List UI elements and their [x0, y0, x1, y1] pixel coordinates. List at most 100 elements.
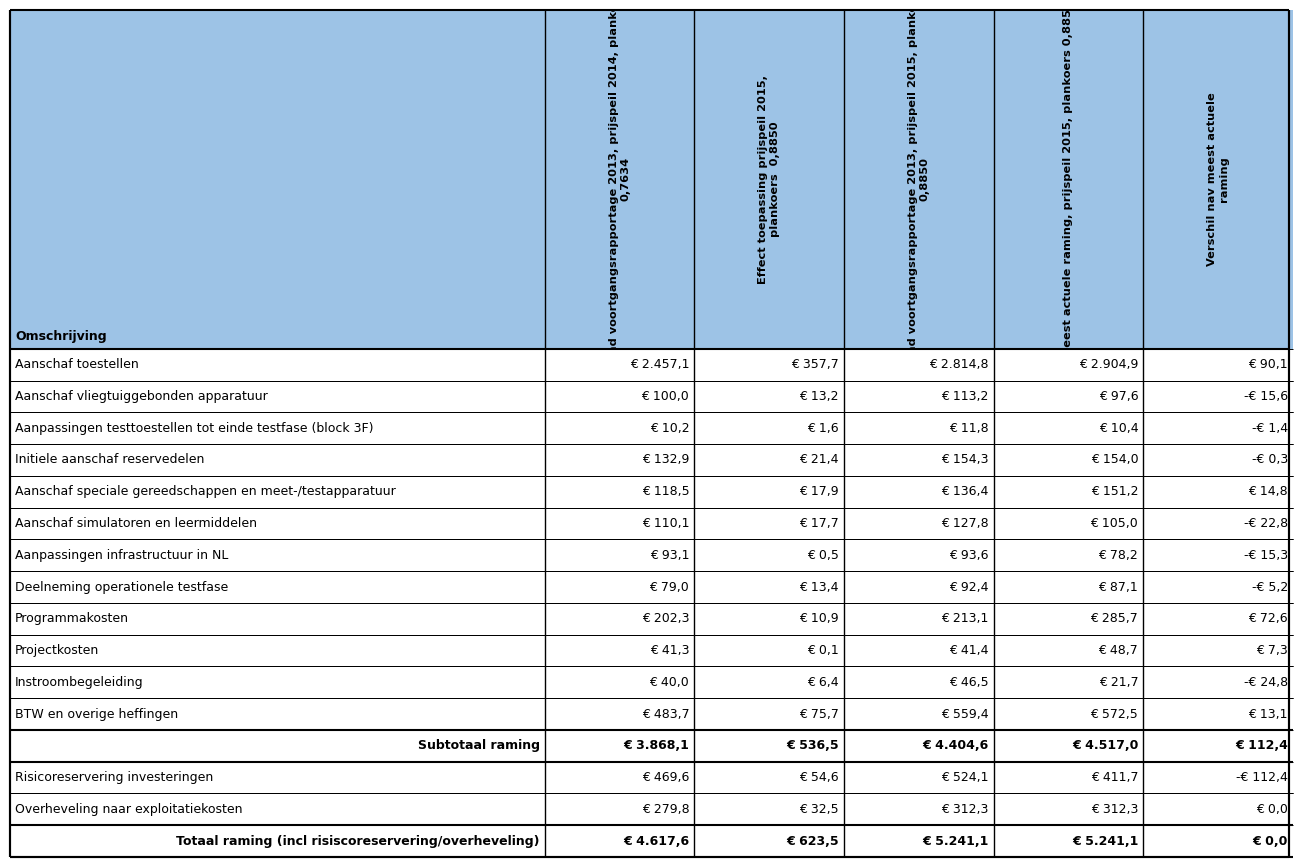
Text: € 5.241,1: € 5.241,1: [1072, 835, 1138, 848]
Bar: [694, 381, 844, 413]
Text: Verschil nav meest actuele
raming: Verschil nav meest actuele raming: [1207, 93, 1229, 266]
Text: € 10,4: € 10,4: [1099, 421, 1138, 434]
Text: Risicoreservering investeringen: Risicoreservering investeringen: [16, 771, 213, 784]
Text: € 93,6: € 93,6: [950, 549, 989, 562]
Bar: [10, 667, 544, 698]
Text: € 3.868,1: € 3.868,1: [624, 740, 690, 753]
Text: € 4.517,0: € 4.517,0: [1072, 740, 1138, 753]
Text: € 112,4: € 112,4: [1235, 740, 1287, 753]
Text: Deelneming operationele testfase: Deelneming operationele testfase: [16, 581, 229, 594]
Text: -€ 1,4: -€ 1,4: [1252, 421, 1287, 434]
Text: € 100,0: € 100,0: [642, 390, 690, 403]
Text: Aanschaf toestellen: Aanschaf toestellen: [16, 358, 139, 371]
Bar: [544, 413, 694, 444]
Bar: [844, 667, 994, 698]
Text: € 21,7: € 21,7: [1099, 675, 1138, 688]
Bar: [1143, 444, 1293, 476]
Bar: [1143, 476, 1293, 507]
Text: € 75,7: € 75,7: [799, 707, 839, 720]
Bar: [844, 381, 994, 413]
Bar: [10, 698, 544, 730]
Bar: [994, 825, 1143, 857]
Text: -€ 5,2: -€ 5,2: [1252, 581, 1287, 594]
Text: € 13,4: € 13,4: [799, 581, 839, 594]
Text: € 132,9: € 132,9: [642, 453, 690, 466]
Text: € 10,9: € 10,9: [799, 612, 839, 625]
Bar: [694, 603, 844, 635]
Bar: [844, 507, 994, 539]
Bar: [544, 444, 694, 476]
Text: Stand voortgangsrapportage 2013, prijspeil 2014, plankoers
0,7634: Stand voortgangsrapportage 2013, prijspe…: [609, 0, 630, 375]
Bar: [544, 635, 694, 667]
Text: € 79,0: € 79,0: [650, 581, 690, 594]
Text: € 93,1: € 93,1: [650, 549, 690, 562]
Bar: [844, 476, 994, 507]
Text: € 0,0: € 0,0: [1256, 803, 1287, 816]
Bar: [1143, 762, 1293, 793]
Bar: [694, 825, 844, 857]
Bar: [1143, 603, 1293, 635]
Bar: [10, 825, 544, 857]
Text: € 127,8: € 127,8: [940, 517, 989, 530]
Bar: [544, 539, 694, 571]
Text: € 78,2: € 78,2: [1099, 549, 1138, 562]
Bar: [1143, 10, 1293, 349]
Bar: [844, 349, 994, 381]
Text: € 17,7: € 17,7: [799, 517, 839, 530]
Bar: [694, 476, 844, 507]
Text: € 4.404,6: € 4.404,6: [922, 740, 989, 753]
Bar: [844, 793, 994, 825]
Bar: [694, 667, 844, 698]
Text: € 54,6: € 54,6: [799, 771, 839, 784]
Text: € 0,0: € 0,0: [1252, 835, 1287, 848]
Bar: [694, 539, 844, 571]
Bar: [994, 698, 1143, 730]
Text: -€ 0,3: -€ 0,3: [1252, 453, 1287, 466]
Text: € 136,4: € 136,4: [942, 486, 989, 499]
Bar: [10, 507, 544, 539]
Text: € 21,4: € 21,4: [799, 453, 839, 466]
Bar: [844, 603, 994, 635]
Bar: [694, 10, 844, 349]
Bar: [10, 571, 544, 603]
Bar: [1143, 793, 1293, 825]
Bar: [694, 730, 844, 762]
Bar: [10, 349, 544, 381]
Text: € 154,3: € 154,3: [940, 453, 989, 466]
Text: € 559,4: € 559,4: [940, 707, 989, 720]
Text: -€ 112,4: -€ 112,4: [1235, 771, 1287, 784]
Bar: [994, 539, 1143, 571]
Bar: [694, 413, 844, 444]
Text: € 110,1: € 110,1: [642, 517, 690, 530]
Bar: [544, 381, 694, 413]
Text: € 2.457,1: € 2.457,1: [630, 358, 690, 371]
Text: -€ 15,6: -€ 15,6: [1243, 390, 1287, 403]
Bar: [1143, 413, 1293, 444]
Bar: [994, 730, 1143, 762]
Bar: [994, 381, 1143, 413]
Bar: [544, 603, 694, 635]
Text: € 312,3: € 312,3: [1091, 803, 1138, 816]
Text: Overheveling naar exploitatiekosten: Overheveling naar exploitatiekosten: [16, 803, 243, 816]
Text: Totaal raming (incl risiscoreservering/overheveling): Totaal raming (incl risiscoreservering/o…: [177, 835, 539, 848]
Text: Programmakosten: Programmakosten: [16, 612, 129, 625]
Text: € 118,5: € 118,5: [642, 486, 690, 499]
Bar: [844, 730, 994, 762]
Bar: [10, 10, 544, 349]
Text: € 13,1: € 13,1: [1248, 707, 1287, 720]
Text: € 2.904,9: € 2.904,9: [1078, 358, 1138, 371]
Text: Aanschaf speciale gereedschappen en meet-/testapparatuur: Aanschaf speciale gereedschappen en meet…: [16, 486, 396, 499]
Bar: [844, 571, 994, 603]
Bar: [544, 667, 694, 698]
Text: Initiele aanschaf reservedelen: Initiele aanschaf reservedelen: [16, 453, 204, 466]
Bar: [844, 825, 994, 857]
Bar: [10, 762, 544, 793]
Bar: [10, 730, 544, 762]
Text: Instroombegeleiding: Instroombegeleiding: [16, 675, 144, 688]
Bar: [844, 413, 994, 444]
Bar: [694, 635, 844, 667]
Bar: [10, 793, 544, 825]
Text: € 572,5: € 572,5: [1090, 707, 1138, 720]
Bar: [844, 635, 994, 667]
Bar: [844, 698, 994, 730]
